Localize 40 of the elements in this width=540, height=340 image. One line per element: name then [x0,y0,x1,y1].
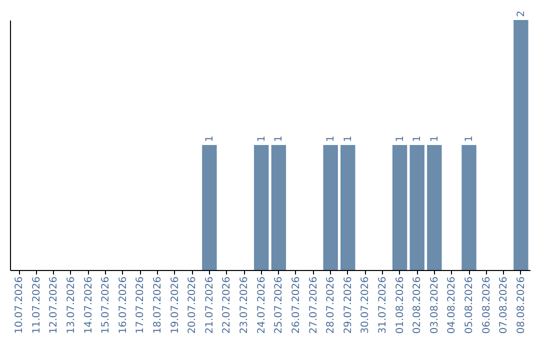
data-label: 1 [204,136,216,142]
data-label: 1 [394,136,406,142]
x-tick-label: 04.08.2026 [446,276,458,334]
data-label: 2 [516,10,527,17]
x-tick-label: 29.07.2026 [342,276,354,334]
x-tick-label: 01.08.2026 [394,276,406,334]
x-tick-label: 02.08.2026 [412,276,424,334]
x-tick-label: 06.08.2026 [481,276,492,334]
x-tick-label: 07.08.2026 [498,276,510,334]
x-tick-label: 22.07.2026 [222,276,233,334]
x-tick-label: 16.07.2026 [118,276,129,334]
x-tick-label: 25.07.2026 [274,276,285,334]
data-label: 1 [412,136,424,142]
x-tick-label: 31.07.2026 [377,276,388,334]
x-tick-label: 05.08.2026 [464,276,475,334]
x-tick-label: 26.07.2026 [290,276,302,334]
x-tick-label: 23.07.2026 [239,276,250,334]
x-tick-label: 13.07.2026 [66,276,77,334]
data-label: 1 [342,136,354,142]
x-tick-label: 18.07.2026 [152,276,164,334]
x-tick-label: 11.07.2026 [31,276,42,334]
x-tick-label: 30.07.2026 [360,276,372,334]
x-tick-label: 08.08.2026 [516,276,527,334]
data-label: 1 [274,136,285,142]
data-label: 1 [326,136,337,142]
x-tick-label: 28.07.2026 [326,276,337,334]
x-tick-label: 10.07.2026 [14,276,26,334]
x-tick-label: 12.07.2026 [48,276,60,334]
x-tick-label: 14.07.2026 [83,276,94,334]
data-label: 1 [429,136,440,142]
data-label: 1 [256,136,268,142]
x-tick-label: 19.07.2026 [170,276,181,334]
x-tick-label: 03.08.2026 [429,276,440,334]
x-tick-label: 27.07.2026 [308,276,320,334]
x-tick-label: 20.07.2026 [187,276,198,334]
x-tick-label: 17.07.2026 [135,276,146,334]
x-tick-label: 24.07.2026 [256,276,268,334]
x-tick-label: 21.07.2026 [204,276,216,334]
data-label: 1 [464,136,475,142]
x-tick-label: 15.07.2026 [100,276,112,334]
